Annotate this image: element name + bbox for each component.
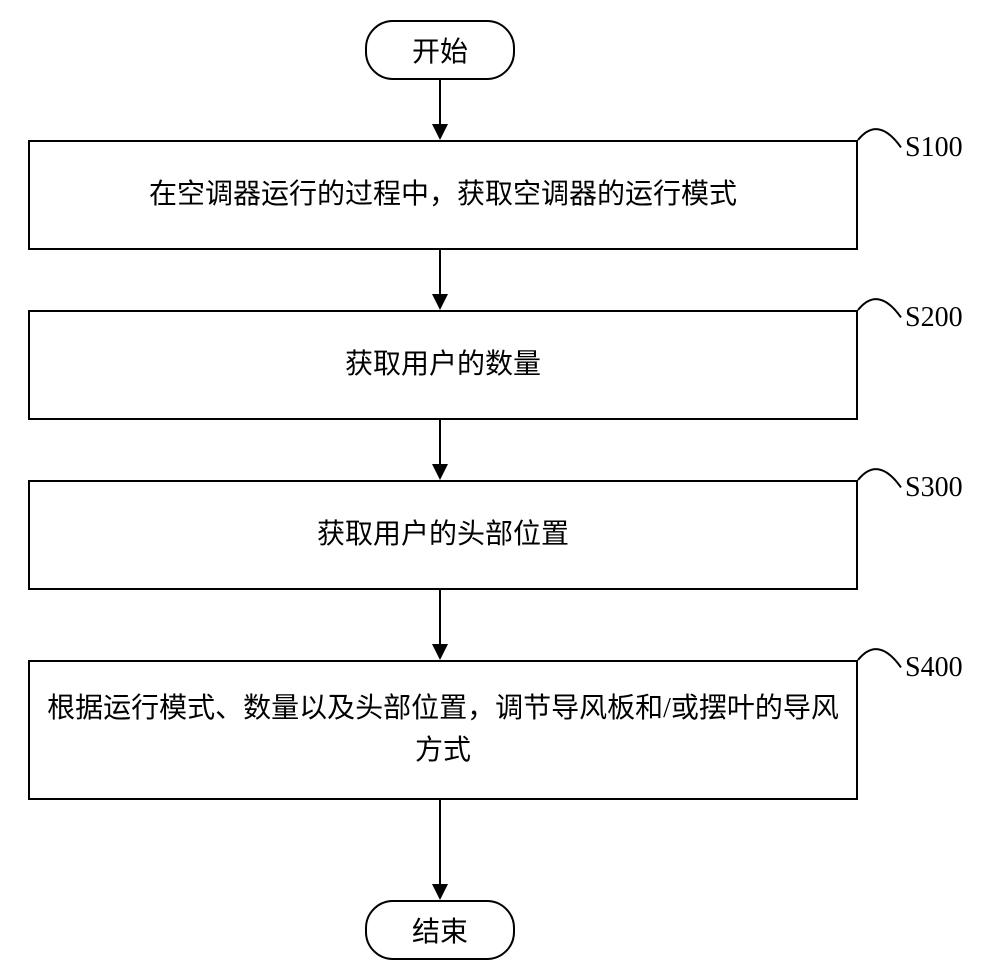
arrow-4 [0,0,1000,980]
